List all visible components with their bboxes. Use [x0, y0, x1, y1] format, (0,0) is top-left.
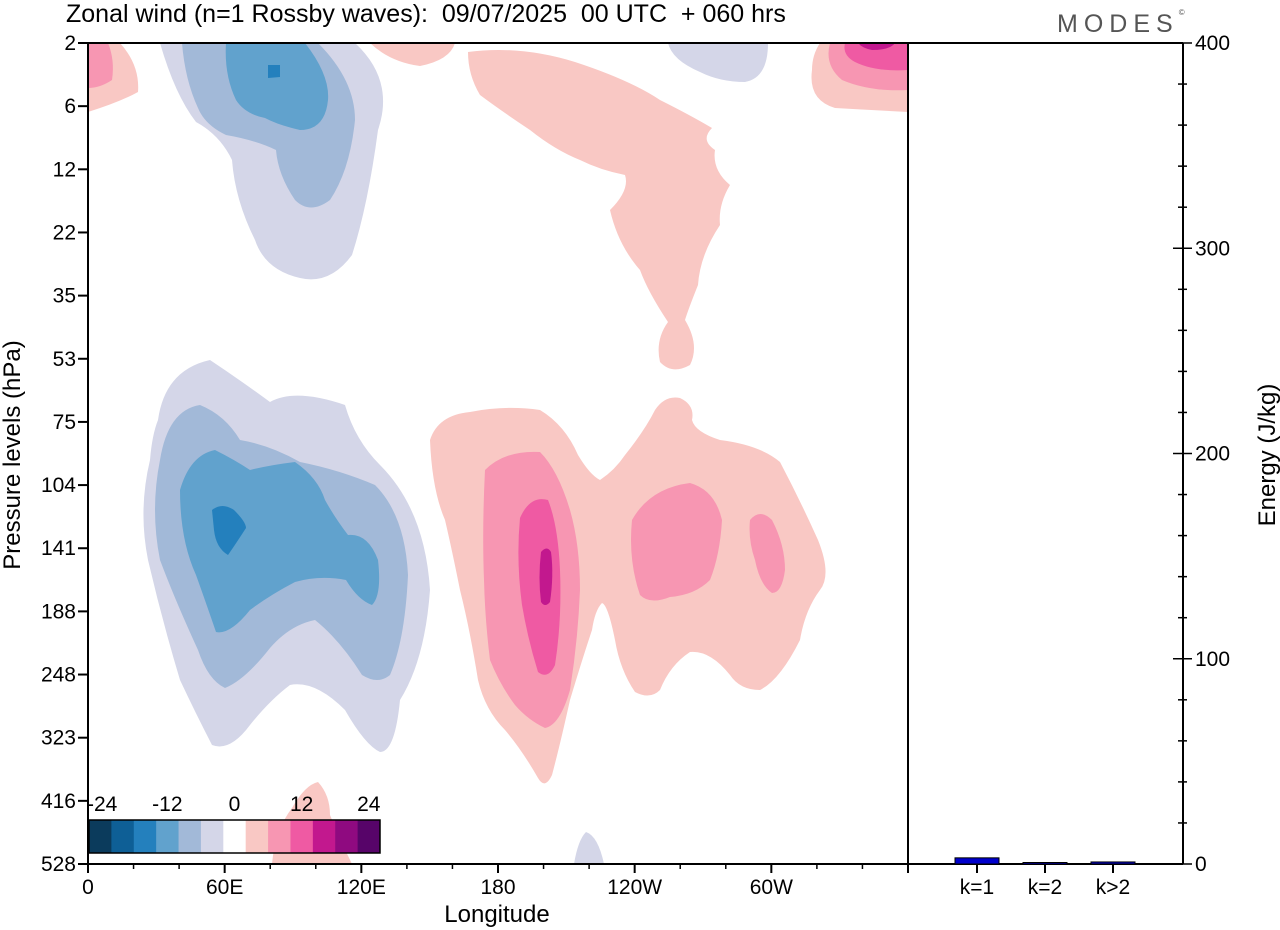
- energy-tick-label: 400: [1195, 32, 1230, 55]
- energy-bar-k>2: [1090, 861, 1136, 865]
- y-tick-label: 75: [53, 411, 76, 434]
- copyright-mark: ©: [1178, 8, 1185, 17]
- y-tick-label: 248: [41, 664, 76, 687]
- colorbar-swatch: [223, 820, 247, 853]
- contour-neg-upper-lvl4: [268, 65, 280, 78]
- longitude-axis: 0 60E 120E 180 120W 60W: [82, 864, 909, 899]
- y-tick-label: 416: [41, 790, 76, 813]
- colorbar-label: -24: [87, 793, 118, 816]
- y-tick-label: 188: [41, 600, 76, 623]
- y-tick-label: 323: [41, 727, 76, 750]
- colorbar-swatch: [245, 820, 269, 853]
- contour-neg-lower-lvl4: [212, 506, 246, 555]
- contour-pos-topleft-lvl2: [88, 43, 113, 88]
- colorbar-label: 12: [290, 793, 313, 816]
- x-tick-label: 60W: [750, 876, 793, 899]
- contour-pos-lower-lvl2c: [749, 514, 785, 593]
- y-tick-label: 528: [41, 853, 76, 876]
- y-tick-label: 53: [53, 348, 76, 371]
- y-tick-label: 6: [64, 95, 76, 118]
- colorbar-swatch: [111, 820, 135, 853]
- chart-title: Zonal wind (n=1 Rossby waves): 09/07/202…: [66, 0, 786, 28]
- contour-field: [88, 43, 908, 864]
- y-tick-label: 2: [64, 32, 76, 55]
- colorbar-swatch: [89, 820, 112, 853]
- bar-category-label: k>2: [1096, 876, 1130, 899]
- colorbar-swatch: [357, 820, 381, 853]
- x-tick-label: 180: [480, 876, 515, 899]
- energy-tick-label: 300: [1195, 237, 1230, 260]
- colorbar-label: -12: [152, 793, 182, 816]
- energy-bar-k=1: [954, 857, 1000, 865]
- pressure-axis: 2 6 12 22 35 53 75 104 141 188 248 323 416 528: [41, 32, 88, 876]
- contour-pos-mid-lvl1: [468, 49, 730, 370]
- contour-pos-lower-lvl2b: [631, 483, 722, 601]
- energy-bars: k=1 k=2 k>2: [954, 857, 1136, 899]
- colorbar-swatch: [200, 820, 224, 853]
- brand-name: MODES: [1057, 10, 1179, 38]
- colorbar-swatch: [178, 820, 202, 853]
- contour-neg-bottom-lvl1: [574, 832, 604, 864]
- colorbar-swatch: [312, 820, 336, 853]
- energy-bar-k=2: [1022, 862, 1068, 865]
- y-tick-label: 12: [53, 158, 76, 181]
- energy-axis: 0 100 200 300 400: [1173, 32, 1230, 876]
- colorbar: -24 -12 0 12 24: [87, 793, 381, 854]
- modes-logo: MODES©: [1057, 8, 1185, 39]
- colorbar-label: 0: [229, 793, 241, 816]
- colorbar-swatch: [268, 820, 291, 853]
- colorbar-label: 24: [357, 793, 381, 816]
- contour-pos-lower-lvl4: [539, 548, 553, 605]
- contour-neg-topcenter-lvl1: [668, 43, 768, 82]
- contour-pos-lower-lvl3: [518, 499, 561, 675]
- contour-neg-lower-lvl3: [180, 450, 380, 633]
- colorbar-swatch: [290, 820, 314, 853]
- colorbar-swatch: [335, 820, 359, 853]
- colorbar-swatch: [156, 820, 180, 853]
- x-tick-label: 0: [82, 876, 94, 899]
- energy-tick-label: 0: [1195, 853, 1207, 876]
- y-tick-label: 35: [53, 285, 76, 308]
- bar-category-label: k=2: [1028, 876, 1062, 899]
- y-tick-label: 104: [41, 474, 76, 497]
- contour-pos-topright-lvl3: [844, 43, 908, 71]
- energy-axis-title: Energy (J/kg): [1254, 384, 1280, 527]
- contour-neg-upper-lvl3: [225, 43, 329, 130]
- bar-category-label: k=1: [960, 876, 994, 899]
- energy-tick-label: 100: [1195, 648, 1230, 671]
- y-tick-label: 22: [53, 221, 76, 244]
- x-tick-label: 120E: [337, 876, 386, 899]
- x-axis-title: Longitude: [444, 901, 549, 928]
- colorbar-swatch: [133, 820, 157, 853]
- energy-tick-label: 200: [1195, 443, 1230, 466]
- contour-pos-topright-lvl4: [858, 43, 895, 50]
- y-tick-label: 141: [41, 537, 76, 560]
- x-tick-label: 120W: [607, 876, 662, 899]
- contour-pos-top-lvl1: [370, 43, 455, 66]
- y-axis-title: Pressure levels (hPa): [0, 340, 26, 569]
- x-tick-label: 60E: [206, 876, 243, 899]
